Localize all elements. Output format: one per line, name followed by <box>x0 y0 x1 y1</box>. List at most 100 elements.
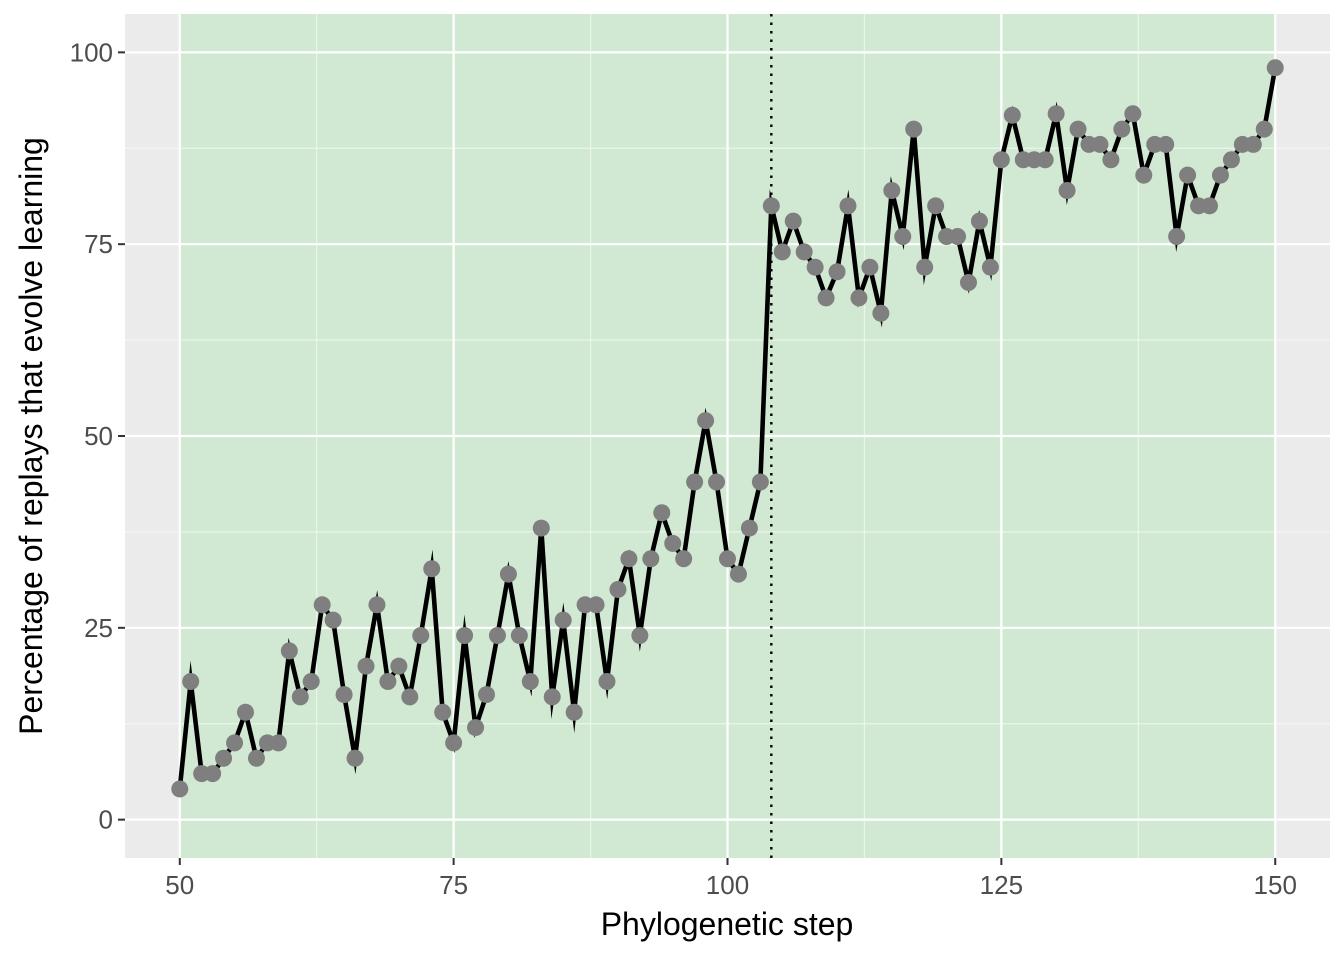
y-axis-ticks: 0 25 50 75 100 <box>70 37 125 835</box>
data-point <box>773 243 791 261</box>
data-point <box>1102 151 1120 169</box>
data-point <box>478 686 495 704</box>
data-point <box>949 228 967 246</box>
grid-major <box>125 14 1330 858</box>
data-point <box>510 626 528 644</box>
y-tick-label: 75 <box>84 229 113 259</box>
data-point <box>751 473 769 491</box>
data-point <box>467 719 485 737</box>
series-points <box>171 59 1284 798</box>
x-axis-title: Phylogenetic step <box>601 906 854 942</box>
data-point <box>883 181 901 199</box>
data-point <box>379 673 397 691</box>
x-tick-label: 100 <box>706 870 749 900</box>
data-point <box>390 657 408 675</box>
data-point <box>1201 197 1218 215</box>
data-point <box>302 673 320 691</box>
data-point <box>237 703 254 721</box>
data-point <box>850 289 868 307</box>
data-point <box>226 734 244 752</box>
data-point <box>839 197 857 215</box>
data-point <box>554 611 572 629</box>
data-point <box>423 560 441 578</box>
y-axis-title: Percentage of replays that evolve learni… <box>13 137 49 735</box>
data-point <box>291 688 309 706</box>
data-point <box>1255 120 1273 138</box>
data-point <box>970 212 988 230</box>
y-tick-label: 50 <box>84 421 113 451</box>
data-point <box>1266 59 1284 77</box>
data-point <box>894 228 912 246</box>
x-tick-label: 75 <box>439 870 468 900</box>
data-point <box>675 550 693 568</box>
data-point <box>653 504 671 522</box>
data-point <box>346 749 364 767</box>
data-point <box>916 258 934 276</box>
data-point <box>927 197 945 215</box>
data-point <box>1168 228 1186 246</box>
data-point <box>620 550 638 568</box>
data-point <box>565 703 583 721</box>
data-point <box>269 734 287 752</box>
data-point <box>1113 120 1131 138</box>
data-point <box>412 626 430 644</box>
data-point <box>609 580 627 598</box>
data-point <box>806 258 824 276</box>
data-point <box>762 197 780 215</box>
data-point <box>499 565 517 583</box>
data-point <box>861 258 879 276</box>
data-point <box>642 550 660 568</box>
data-point <box>697 412 715 430</box>
data-point <box>828 263 846 281</box>
data-point <box>1135 166 1153 184</box>
data-point <box>368 596 386 614</box>
data-point <box>992 151 1010 169</box>
data-point <box>532 519 550 537</box>
x-tick-label: 150 <box>1254 870 1297 900</box>
data-point <box>1047 105 1065 123</box>
data-point <box>543 688 561 706</box>
data-point <box>521 673 539 691</box>
data-point <box>708 473 726 491</box>
data-point <box>1179 166 1197 184</box>
data-point <box>488 626 506 644</box>
data-point <box>872 304 890 322</box>
data-point <box>598 673 616 691</box>
data-point <box>981 258 999 276</box>
data-point <box>1244 135 1262 153</box>
data-point <box>905 120 923 138</box>
data-point <box>1069 120 1087 138</box>
x-tick-label: 50 <box>165 870 194 900</box>
data-point <box>631 626 649 644</box>
x-axis-ticks: 50 75 100 125 150 <box>165 858 1297 900</box>
data-point <box>456 626 474 644</box>
data-point <box>1003 106 1021 124</box>
data-point <box>313 596 331 614</box>
x-tick-label: 125 <box>980 870 1023 900</box>
data-point <box>215 749 233 767</box>
data-point <box>719 550 736 568</box>
data-point <box>795 243 813 261</box>
data-point <box>280 642 298 660</box>
data-point <box>1124 105 1142 123</box>
data-point <box>740 519 758 537</box>
data-point <box>960 274 977 292</box>
data-point <box>1211 166 1229 184</box>
data-point <box>587 596 605 614</box>
data-point <box>171 780 189 798</box>
data-point <box>247 749 265 767</box>
data-point <box>1036 151 1054 169</box>
data-point <box>401 688 419 706</box>
y-tick-label: 25 <box>84 613 113 643</box>
data-point <box>204 765 222 783</box>
data-point <box>1058 181 1076 199</box>
data-point <box>729 565 747 583</box>
data-point <box>357 657 375 675</box>
data-point <box>324 611 342 629</box>
data-point <box>784 212 802 230</box>
data-point <box>434 703 452 721</box>
y-tick-label: 100 <box>70 37 113 67</box>
data-point <box>1222 151 1240 169</box>
data-point <box>182 673 200 691</box>
